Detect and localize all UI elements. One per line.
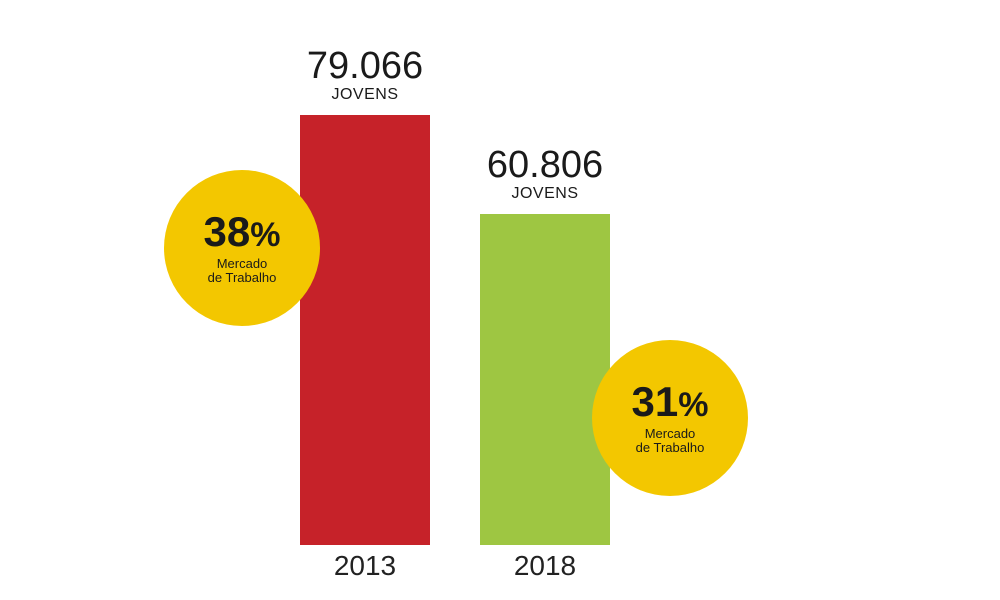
badge-y2018: 31% Mercado de Trabalho: [592, 340, 748, 496]
badge-y2013: 38% Mercado de Trabalho: [164, 170, 320, 326]
value-sub-y2013: JOVENS: [265, 87, 465, 103]
badge-pct-y2018: 31%: [632, 381, 709, 423]
badge-sub-y2018: Mercado de Trabalho: [636, 427, 705, 456]
value-label-y2013: 79.066 JOVENS: [265, 47, 465, 103]
bar-y2013: [300, 115, 430, 545]
value-label-y2018: 60.806 JOVENS: [445, 146, 645, 202]
badge-pct-y2013: 38%: [204, 211, 281, 253]
chart-stage: 79.066 JOVENS 2013 38% Mercado de Trabalho 60…: [0, 0, 1000, 600]
value-number-y2018: 60.806: [445, 146, 645, 184]
badge-sub-y2013: Mercado de Trabalho: [208, 257, 277, 286]
year-label-y2013: 2013: [265, 550, 465, 582]
year-label-y2018: 2018: [445, 550, 645, 582]
value-number-y2013: 79.066: [265, 47, 465, 85]
bar-y2018: [480, 214, 610, 545]
value-sub-y2018: JOVENS: [445, 186, 645, 202]
